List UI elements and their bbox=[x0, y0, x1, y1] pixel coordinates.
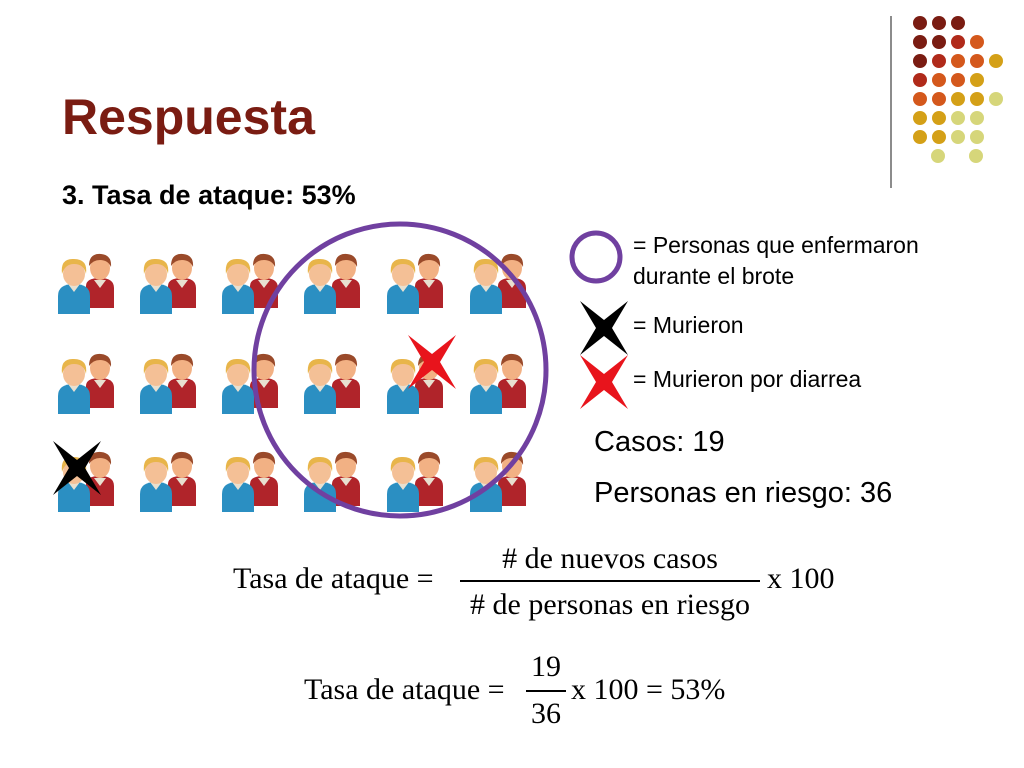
slide-title: Respuesta bbox=[62, 89, 315, 145]
decorative-dot bbox=[970, 54, 984, 68]
people-pair-icon bbox=[140, 253, 196, 314]
people-pair-icon bbox=[304, 451, 360, 512]
decorative-dot bbox=[913, 92, 927, 106]
formula1-fraction-bar bbox=[460, 580, 760, 582]
legend-circle-text: = Personas que enfermaron durante el bro… bbox=[633, 230, 919, 292]
outbreak-circle bbox=[251, 221, 549, 519]
people-pair-icon bbox=[140, 451, 196, 512]
decorative-dot bbox=[932, 130, 946, 144]
decorative-dot bbox=[951, 54, 965, 68]
decorative-dot bbox=[913, 16, 927, 30]
people-pair-icon bbox=[304, 353, 360, 414]
decorative-dot bbox=[970, 92, 984, 106]
legend-black-x-icon bbox=[580, 301, 628, 355]
people-pair-icon bbox=[387, 451, 443, 512]
decorative-dot bbox=[913, 54, 927, 68]
people-pair-icon bbox=[58, 353, 114, 414]
at-risk-count: Personas en riesgo: 36 bbox=[594, 477, 893, 509]
people-pair-icon bbox=[222, 451, 278, 512]
decorative-dots bbox=[913, 16, 1003, 163]
formula2-lhs: Tasa de ataque = bbox=[304, 673, 505, 706]
formula1-numerator: # de nuevos casos bbox=[502, 542, 718, 575]
legend-circle-icon bbox=[569, 230, 623, 284]
decorative-dot bbox=[932, 73, 946, 87]
decorative-dot bbox=[951, 16, 965, 30]
people-pair-icon bbox=[387, 253, 443, 314]
legend-circle-line2: durante el brote bbox=[633, 263, 795, 289]
legend-red-x-text: = Murieron por diarrea bbox=[633, 366, 862, 392]
legend-circle-line1: = Personas que enfermaron bbox=[633, 232, 919, 258]
decorative-dot bbox=[913, 130, 927, 144]
decorative-dot bbox=[989, 92, 1003, 106]
legend-red-x-icon bbox=[580, 355, 628, 409]
decorative-dot bbox=[932, 16, 946, 30]
formula2-result: x 100 = 53% bbox=[571, 673, 726, 706]
legend-icons bbox=[569, 230, 628, 409]
people-pair-icon bbox=[304, 253, 360, 314]
slide-subtitle: 3. Tasa de ataque: 53% bbox=[62, 180, 356, 210]
decorative-dot bbox=[913, 35, 927, 49]
formula2-denominator: 36 bbox=[531, 697, 561, 730]
formula1-denominator: # de personas en riesgo bbox=[470, 588, 750, 621]
decorative-dot bbox=[951, 92, 965, 106]
decorative-dot bbox=[970, 130, 984, 144]
decorative-dot bbox=[969, 149, 983, 163]
decorative-dot bbox=[932, 54, 946, 68]
decorative-dot bbox=[913, 111, 927, 125]
people-pair-icon bbox=[222, 353, 278, 414]
decorative-dot bbox=[989, 54, 1003, 68]
decorative-dot bbox=[970, 35, 984, 49]
cases-count: Casos: 19 bbox=[594, 426, 725, 458]
decorative-dot bbox=[932, 111, 946, 125]
decorative-dot bbox=[932, 35, 946, 49]
formula1-lhs: Tasa de ataque = bbox=[233, 562, 434, 595]
decorative-dot bbox=[931, 149, 945, 163]
decorative-dot bbox=[951, 111, 965, 125]
decorative-dot bbox=[970, 73, 984, 87]
legend-black-x-text: = Murieron bbox=[633, 312, 744, 338]
people-pair-icon bbox=[140, 353, 196, 414]
decorative-divider bbox=[890, 16, 892, 188]
formula2-fraction-bar bbox=[526, 690, 566, 692]
decorative-dot bbox=[913, 73, 927, 87]
formula2-numerator: 19 bbox=[531, 650, 561, 683]
people-pair-icon bbox=[58, 253, 114, 314]
decorative-dot bbox=[951, 130, 965, 144]
people-pair-icon bbox=[470, 451, 526, 512]
decorative-dot bbox=[932, 92, 946, 106]
people-pair-icon bbox=[470, 353, 526, 414]
decorative-dot bbox=[951, 35, 965, 49]
decorative-dot bbox=[951, 73, 965, 87]
decorative-dot bbox=[970, 111, 984, 125]
formula1-multiplier: x 100 bbox=[767, 562, 835, 595]
